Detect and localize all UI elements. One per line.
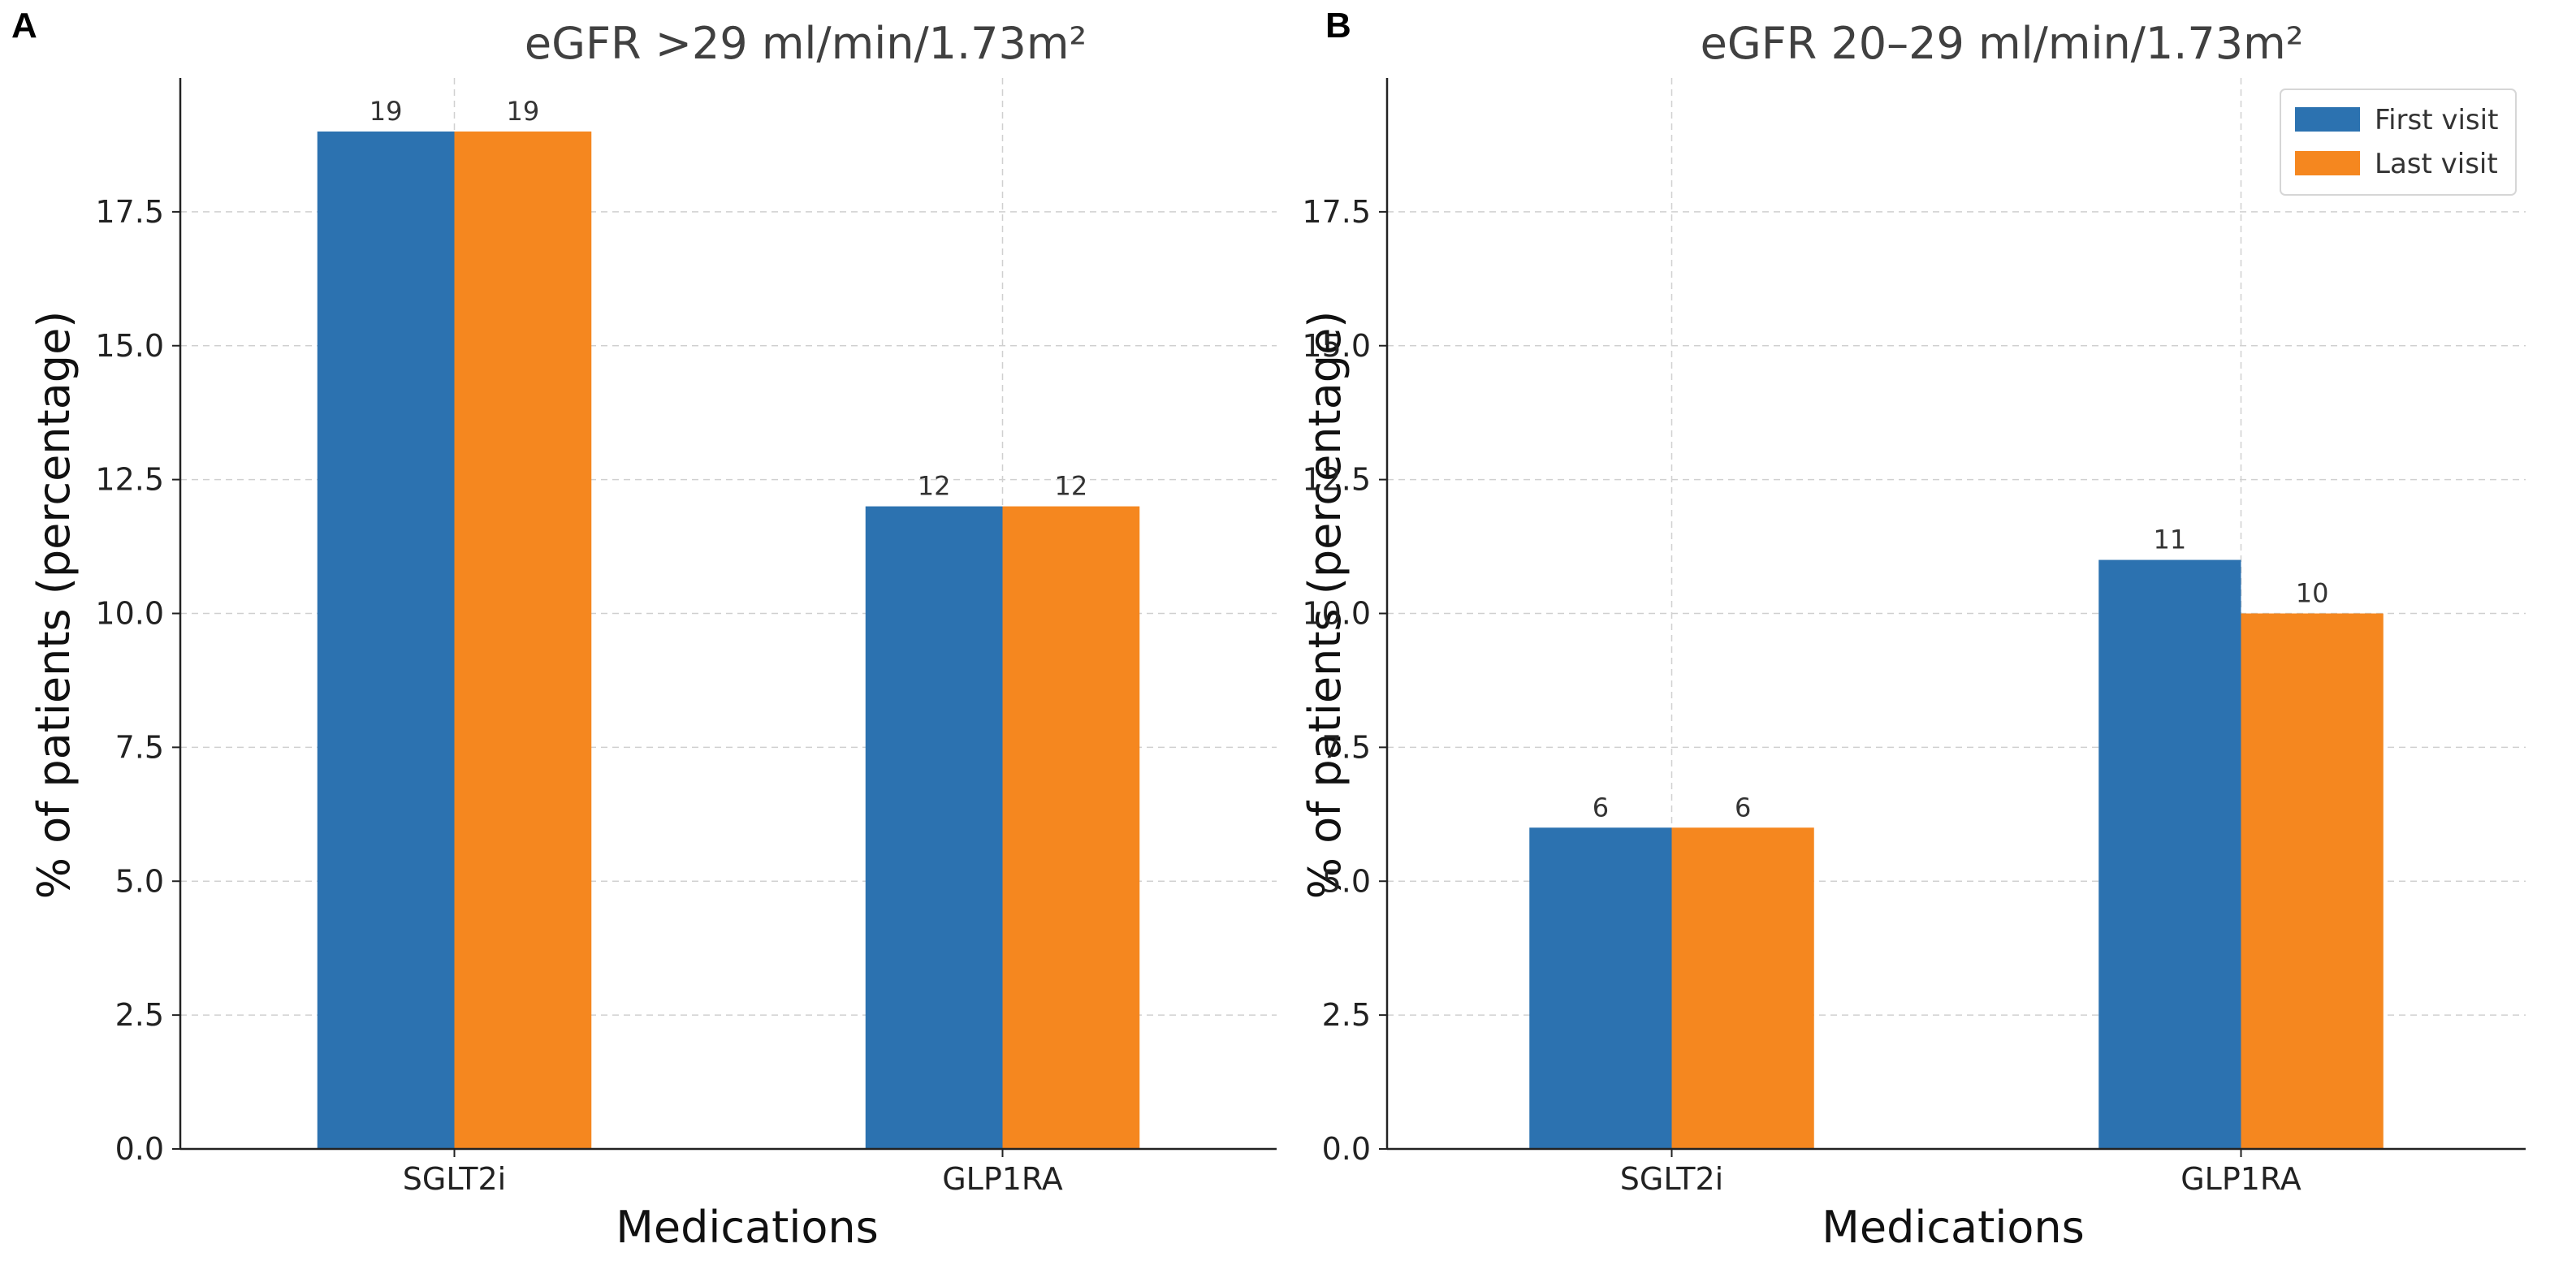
y-tick-label: 17.5: [1302, 194, 1371, 230]
panel-a-y-axis-label: % of patients (percentage): [28, 311, 80, 900]
panel-a-title: eGFR >29 ml/min/1.73m²: [525, 18, 1087, 69]
bar-sglt2i-first-visit: [317, 131, 455, 1150]
bar-sglt2i-last-visit: [454, 131, 592, 1150]
panel-b-y-axis-label: % of patients (percentage): [1299, 311, 1351, 900]
bar-value-label: 12: [1055, 471, 1088, 502]
y-tick-label: 12.5: [95, 462, 164, 498]
y-tick-label: 0.0: [1322, 1131, 1371, 1167]
y-tick-label: 5.0: [1322, 863, 1371, 899]
panel-b-x-axis-label: Medications: [1822, 1202, 2084, 1253]
x-tick-label: GLP1RA: [942, 1161, 1063, 1197]
bar-glp1ra-first-visit: [2098, 559, 2241, 1149]
y-tick-label: 2.5: [1322, 997, 1371, 1033]
x-tick-label: SGLT2i: [1620, 1161, 1723, 1197]
series-first-visit: 6 11: [1529, 525, 2241, 1149]
panel-a: A eGFR >29 ml/min/1.73m² Medications % o…: [11, 6, 1277, 1253]
bar-value-label: 19: [507, 96, 540, 127]
bar-value-label: 6: [1735, 792, 1751, 823]
panel-letter-a: A: [11, 6, 37, 45]
bar-value-label: 10: [2296, 578, 2329, 609]
bar-glp1ra-first-visit: [865, 506, 1003, 1149]
legend-swatch: [2295, 107, 2360, 132]
y-tick-label: 15.0: [1302, 328, 1371, 364]
legend-swatch: [2295, 151, 2360, 175]
bar-glp1ra-last-visit: [1002, 506, 1140, 1149]
y-tick-label: 10.0: [95, 596, 164, 632]
y-tick-label: 0.0: [115, 1131, 164, 1167]
bar-sglt2i-first-visit: [1529, 827, 1672, 1149]
bar-value-label: 11: [2154, 525, 2187, 555]
y-tick-label: 5.0: [115, 863, 164, 899]
x-tick-label: GLP1RA: [2181, 1161, 2302, 1197]
panel-b: B eGFR 20–29 ml/min/1.73m² Medications %…: [1299, 6, 2526, 1253]
legend-entry-label: Last visit: [2375, 148, 2498, 180]
panel-letter-b: B: [1325, 6, 1351, 45]
bar-sglt2i-last-visit: [1671, 827, 1814, 1149]
panel-a-x-axis-label: Medications: [616, 1202, 878, 1253]
legend-entry-label: First visit: [2375, 104, 2498, 136]
y-tick-label: 7.5: [1322, 729, 1371, 765]
y-tick-label: 15.0: [95, 328, 164, 364]
y-tick-label: 10.0: [1302, 596, 1371, 632]
series-last-visit: 6 10: [1671, 578, 2384, 1149]
x-tick-label: SGLT2i: [403, 1161, 506, 1197]
y-tick-label: 17.5: [95, 194, 164, 230]
bar-value-label: 19: [370, 96, 403, 127]
bar-glp1ra-last-visit: [2241, 613, 2384, 1149]
bar-value-label: 12: [918, 471, 951, 502]
y-tick-label: 7.5: [115, 729, 164, 765]
legend: First visit Last visit: [2280, 89, 2517, 196]
y-tick-label: 2.5: [115, 997, 164, 1033]
panel-b-title: eGFR 20–29 ml/min/1.73m²: [1701, 18, 2304, 69]
bar-value-label: 6: [1593, 792, 1609, 823]
y-tick-label: 12.5: [1302, 462, 1371, 498]
